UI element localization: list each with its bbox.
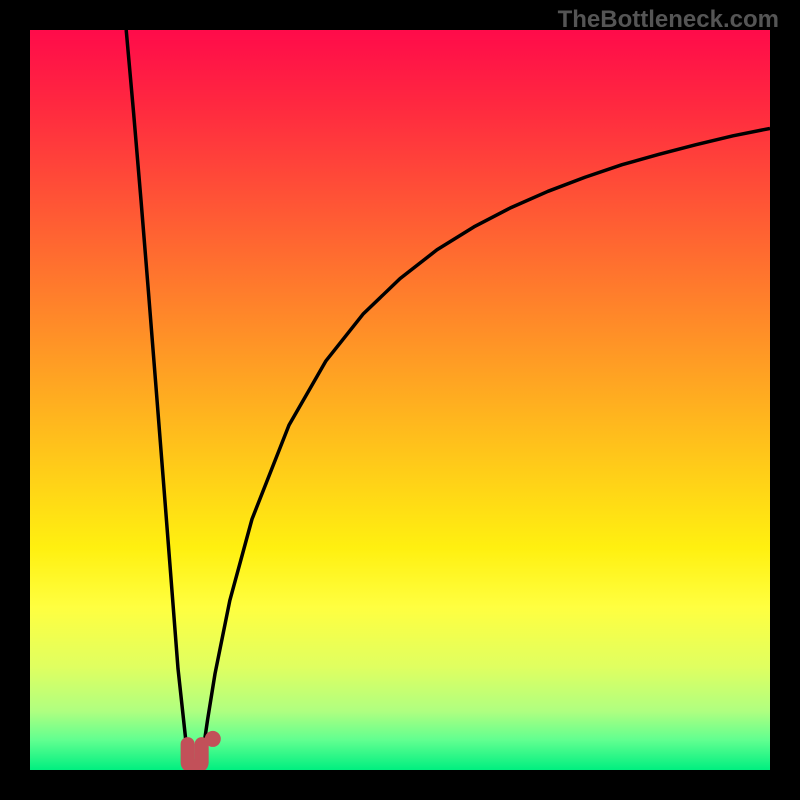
watermark-text: TheBottleneck.com — [558, 6, 779, 34]
optimal-range-marker — [188, 744, 202, 766]
ascending-curve — [200, 128, 770, 770]
curves-layer — [30, 30, 770, 770]
plot-area — [30, 30, 770, 770]
descending-curve — [126, 30, 188, 770]
chart-container: TheBottleneck.com — [0, 0, 800, 800]
data-point-marker — [205, 731, 221, 747]
